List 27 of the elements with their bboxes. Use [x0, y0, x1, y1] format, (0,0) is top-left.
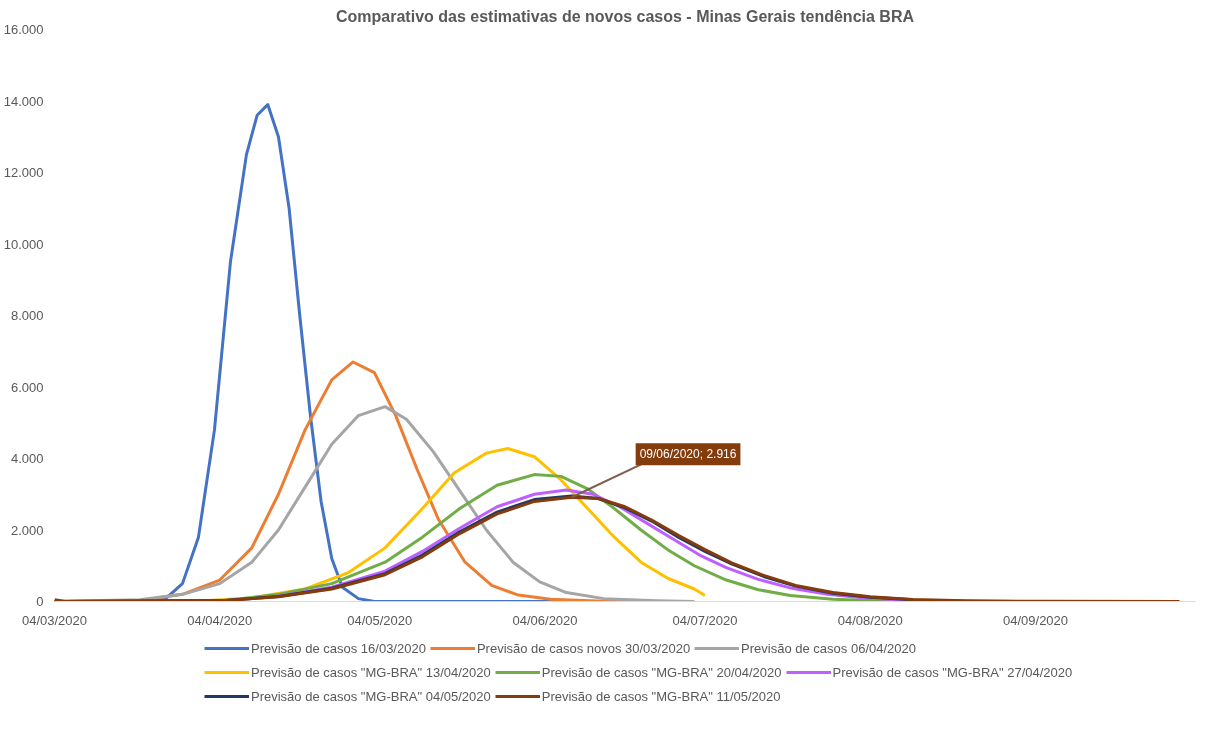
legend-label: Previsão de casos "MG-BRA" 04/05/2020: [251, 688, 491, 704]
x-tick-label: 04/07/2020: [672, 612, 738, 628]
line-series: [54, 495, 1181, 602]
x-tick-label: 04/03/2020: [21, 612, 88, 628]
x-tick-label: 04/09/2020: [1003, 612, 1069, 628]
y-tick-label: 4.000: [10, 451, 44, 466]
y-tick-label: 0: [36, 594, 44, 609]
legend-label: Previsão de casos 16/03/2020: [251, 640, 426, 656]
legend-label: Previsão de casos novos 30/03/2020: [476, 640, 691, 656]
legend-label: Previsão de casos "MG-BRA" 20/04/2020: [541, 664, 782, 680]
legend-label: Previsão de casos 06/04/2020: [741, 640, 917, 656]
y-tick-label: 16.000: [3, 22, 44, 37]
x-tick-label: 04/05/2020: [347, 612, 413, 628]
x-tick-label: 04/08/2020: [837, 612, 903, 628]
x-tick-label: 04/04/2020: [187, 612, 253, 628]
x-tick-label: 04/06/2020: [512, 612, 578, 628]
y-tick-label: 14.000: [3, 93, 44, 109]
y-tick-label: 10.000: [3, 236, 44, 252]
legend-label: Previsão de casos "MG-BRA" 27/04/2020: [832, 664, 1073, 680]
legend-label: Previsão de casos "MG-BRA" 13/04/2020: [251, 664, 491, 680]
legend-label: Previsão de casos "MG-BRA" 11/05/2020: [541, 688, 781, 704]
y-tick-label: 6.000: [10, 379, 44, 395]
y-tick-label: 12.000: [3, 165, 44, 180]
chart-title: Comparativo das estimativas de novos casos - Minas Gerais tendência BRA: [336, 7, 915, 25]
y-tick-label: 2.000: [10, 522, 44, 538]
y-tick-label: 8.000: [10, 308, 44, 323]
annotation: 09/06/2020; 2.916: [639, 447, 737, 462]
